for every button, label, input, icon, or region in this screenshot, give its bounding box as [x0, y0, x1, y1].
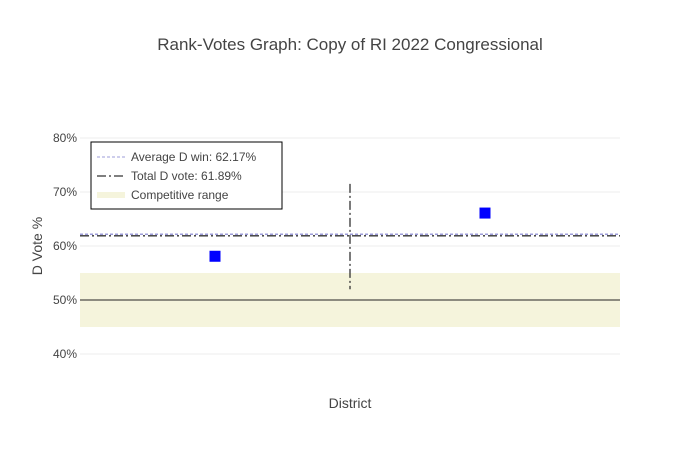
y-tick-label: 80%	[53, 131, 77, 145]
data-point	[479, 207, 491, 219]
x-axis-label: District	[329, 395, 372, 411]
y-tick-label: 70%	[53, 185, 77, 199]
y-axis-label: D Vote %	[29, 217, 45, 275]
y-tick-label: 50%	[53, 293, 77, 307]
y-tick-label: 40%	[53, 347, 77, 361]
chart-title: Rank-Votes Graph: Copy of RI 2022 Congre…	[157, 35, 543, 54]
plot-area	[80, 137, 620, 355]
reference-lines	[80, 183, 620, 301]
data-point	[209, 250, 221, 262]
legend-competitive-label: Competitive range	[131, 188, 229, 202]
y-axis-ticks: 40% 50% 60% 70% 80%	[53, 131, 77, 361]
y-tick-label: 60%	[53, 239, 77, 253]
legend-average-label: Average D win: 62.17%	[131, 150, 257, 164]
legend-total-label: Total D vote: 61.89%	[131, 169, 242, 183]
data-points	[209, 207, 491, 262]
legend: Average D win: 62.17% Total D vote: 61.8…	[90, 141, 283, 210]
